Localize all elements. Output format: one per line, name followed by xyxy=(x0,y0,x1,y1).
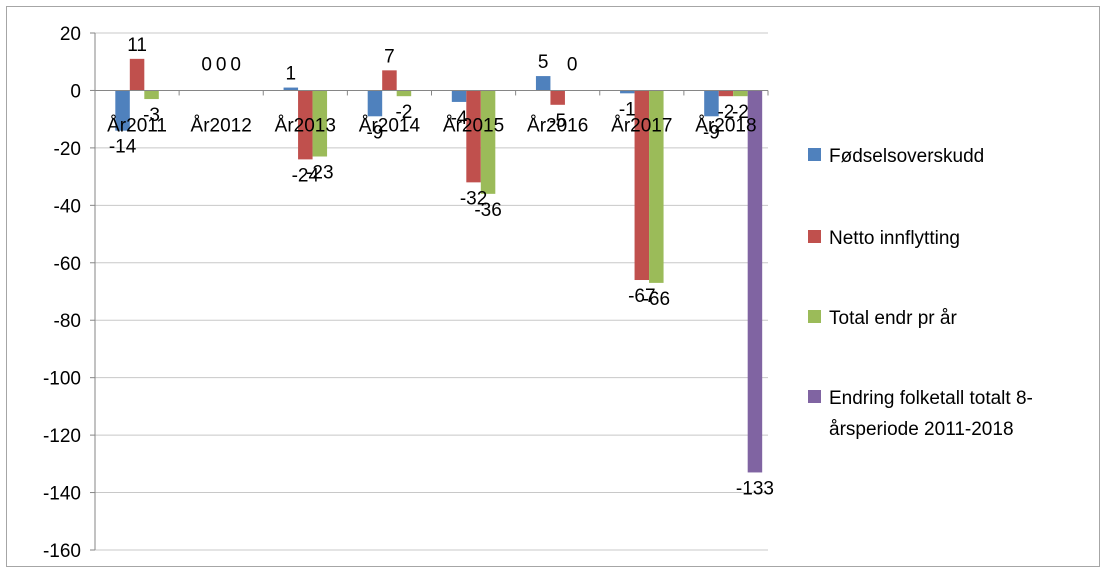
data-label: -67 xyxy=(628,286,655,307)
bar-fødselsoverskudd-År2013 xyxy=(283,87,299,91)
data-label: 0 xyxy=(567,54,578,75)
x-tick-label: År2015 xyxy=(443,115,504,136)
y-tick-label: 20 xyxy=(60,24,81,45)
bar-fødselsoverskudd-År2016 xyxy=(535,76,551,91)
bar-total-År2011 xyxy=(144,90,159,100)
data-label: -66 xyxy=(643,289,670,310)
data-label: -9 xyxy=(703,122,720,143)
legend: Fødselsoverskudd Netto innflytting Total e… xyxy=(808,146,1033,440)
x-tick-label: År2017 xyxy=(611,115,672,136)
data-label: -2 xyxy=(732,102,749,123)
data-label: 0 xyxy=(201,54,212,75)
data-label: -1 xyxy=(619,99,636,120)
x-tick-label: År2014 xyxy=(359,115,421,136)
bar-total-År2013 xyxy=(312,90,328,157)
axes xyxy=(90,32,769,551)
bar-netto-År2015 xyxy=(466,90,481,183)
bar-total-År2017 xyxy=(649,90,664,283)
data-label: 0 xyxy=(216,54,227,75)
x-tick-label: År2013 xyxy=(275,115,336,136)
x-tick-label: År2011 xyxy=(107,115,167,136)
x-tick-label: År2018 xyxy=(695,115,756,136)
legend-label: Netto innflytting xyxy=(829,228,960,249)
bar-netto-År2016 xyxy=(550,90,565,105)
data-label: 7 xyxy=(384,46,395,67)
legend-label: Fødselsoverskudd xyxy=(829,146,984,167)
y-tick-label: -20 xyxy=(54,139,81,160)
chart-frame xyxy=(6,6,1100,567)
data-label: -5 xyxy=(549,111,566,132)
bar-fødselsoverskudd-År2018 xyxy=(704,90,719,117)
y-tick-label: -160 xyxy=(43,541,81,562)
data-label: 1 xyxy=(286,64,297,85)
x-tick-label: År2016 xyxy=(527,115,588,136)
y-tick-label: -60 xyxy=(54,254,81,275)
legend-swatch xyxy=(808,230,821,243)
data-label: -4 xyxy=(451,108,468,129)
data-label: -24 xyxy=(292,165,320,186)
bar-fødselsoverskudd-År2015 xyxy=(451,90,467,102)
legend-swatch xyxy=(808,310,821,323)
bar-total-År2018 xyxy=(733,90,748,97)
legend-label: Total endr pr år xyxy=(829,308,957,329)
data-labels: -140 1-9-45-1-9110-247-32-5-67-2-30-23-2-… xyxy=(109,35,774,500)
bar-endring-År2018 xyxy=(747,90,763,473)
data-label: -2 xyxy=(395,102,412,123)
data-label: -36 xyxy=(474,200,501,221)
bar-total-År2015 xyxy=(480,90,496,194)
x-axis-tick-labels: År2011 År2012 År2013 År2014 År2015 År2016 År20… xyxy=(107,115,756,136)
data-label: -23 xyxy=(306,163,333,184)
y-tick-label: -40 xyxy=(54,196,81,217)
bar-netto-År2011 xyxy=(129,58,145,91)
y-tick-label: -80 xyxy=(54,311,81,332)
data-label: 0 xyxy=(230,54,241,75)
legend-label: Endring folketall totalt 8- xyxy=(829,388,1033,409)
bar-group xyxy=(115,58,763,473)
y-tick-label: -120 xyxy=(43,426,81,447)
bar-netto-År2017 xyxy=(634,90,650,281)
data-label: -9 xyxy=(366,122,383,143)
legend-label: årsperiode 2011-2018 xyxy=(829,419,1014,440)
bar-fødselsoverskudd-År2014 xyxy=(367,90,383,117)
data-label: 5 xyxy=(538,52,549,73)
data-label: -32 xyxy=(460,188,487,209)
data-label: -14 xyxy=(109,137,137,158)
x-tick-label: År2012 xyxy=(191,115,252,136)
bar-fødselsoverskudd-År2017 xyxy=(620,90,635,94)
y-tick-label: -140 xyxy=(43,484,81,505)
y-tick-label: 0 xyxy=(70,81,81,102)
data-label: 11 xyxy=(127,35,147,56)
bar-netto-År2013 xyxy=(298,90,313,160)
data-label: -133 xyxy=(736,478,774,499)
data-label: -2 xyxy=(717,102,734,123)
data-label: -3 xyxy=(143,105,160,126)
y-tick-label: -100 xyxy=(43,369,81,390)
bar-total-År2014 xyxy=(396,90,412,97)
bar-netto-År2014 xyxy=(382,70,397,91)
bar-fødselsoverskudd-År2011 xyxy=(115,90,130,131)
legend-swatch xyxy=(808,390,821,403)
bar-netto-År2018 xyxy=(718,90,734,97)
y-axis-tick-labels: 20 0 -20 -40 -60 -80 -100 -120 -140 -160 xyxy=(43,24,81,562)
legend-swatch xyxy=(808,148,821,161)
